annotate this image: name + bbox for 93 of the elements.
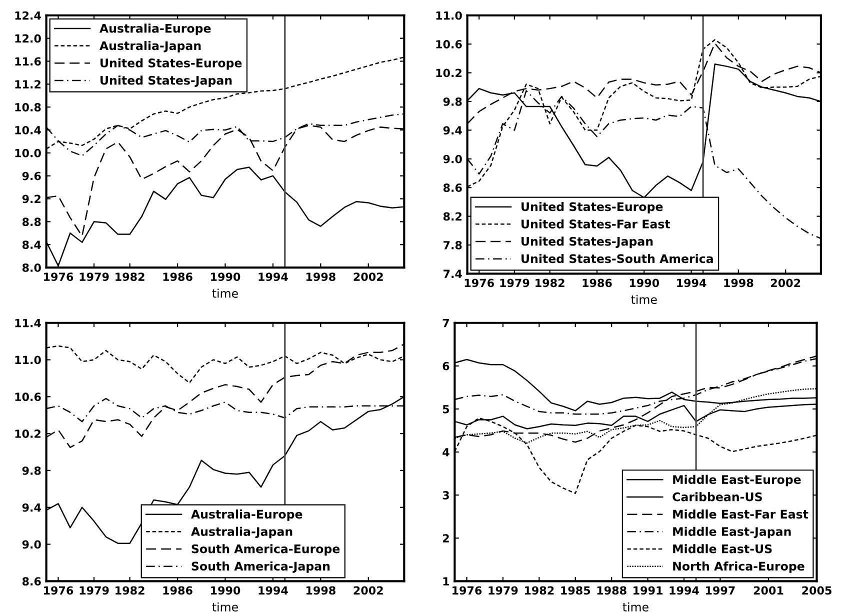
x-tick-label: 1979 xyxy=(80,272,109,281)
x-tick-label: 1976 xyxy=(44,272,74,281)
legend-label: United States-Europe xyxy=(100,58,242,70)
x-tick-label: 1990 xyxy=(211,586,240,595)
legend-label: United States-Far East xyxy=(522,219,670,228)
x-tick-label: 1986 xyxy=(163,586,192,595)
x-tick-label: 1982 xyxy=(524,586,554,595)
x-tick-label: 1986 xyxy=(582,278,612,288)
x-tick-label: 2002 xyxy=(771,278,800,288)
y-tick-label: 9.0 xyxy=(443,154,462,164)
y-tick-label: 5 xyxy=(442,405,450,414)
y-tick-label: 8.2 xyxy=(443,212,462,221)
x-tick-label: 1982 xyxy=(536,278,564,288)
x-axis-title: time xyxy=(631,294,657,304)
x-tick-label: 1976 xyxy=(452,586,482,595)
x-tick-label: 2002 xyxy=(354,272,383,281)
y-tick-label: 6 xyxy=(442,362,450,370)
y-tick-label: 10.8 xyxy=(15,103,41,112)
legend-label: Caribbean-US xyxy=(672,492,762,502)
legend-label: South America-Japan xyxy=(192,561,330,573)
y-tick-label: 10.6 xyxy=(15,392,41,402)
y-tick-label: 12.4 xyxy=(15,11,41,20)
x-tick-label: 1979 xyxy=(488,586,518,595)
legend-label: Middle East-Japan xyxy=(673,526,791,538)
legend-label: Middle East-Far East xyxy=(673,510,808,519)
y-tick-label: 1 xyxy=(443,577,450,586)
legend-label: Middle East-US xyxy=(673,544,772,554)
x-tick-label: 1998 xyxy=(306,586,336,595)
x-tick-label: 1998 xyxy=(724,278,754,288)
legend-label: Australia-Europe xyxy=(191,510,302,521)
x-tick-label: 1979 xyxy=(80,586,109,595)
legend-label: United States-Japan xyxy=(100,76,232,88)
x-tick-label: 2005 xyxy=(802,586,832,595)
legend-label: North Africa-Europe xyxy=(673,561,804,573)
y-tick-label: 12.0 xyxy=(15,34,41,43)
x-tick-label: 1997 xyxy=(706,586,735,595)
y-tick-label: 9.4 xyxy=(22,503,41,512)
x-tick-label: 1994 xyxy=(677,278,706,288)
x-tick-label: 1982 xyxy=(116,586,144,595)
y-tick-label: 10.0 xyxy=(15,148,41,158)
x-tick-label: 1976 xyxy=(464,278,494,288)
y-tick-label: 8.6 xyxy=(22,577,41,586)
x-tick-label: 1988 xyxy=(597,586,626,595)
y-tick-label: 10.4 xyxy=(15,126,41,134)
y-tick-label: 11.4 xyxy=(15,318,41,328)
legend-label: Australia-Japan xyxy=(191,526,292,538)
x-tick-label: 1979 xyxy=(500,278,530,288)
x-tick-label: 1982 xyxy=(116,272,144,281)
x-tick-label: 1990 xyxy=(211,272,240,281)
x-tick-label: 2002 xyxy=(354,586,383,595)
y-tick-label: 7.8 xyxy=(444,240,462,250)
legend-label: South America-Europe xyxy=(192,544,340,556)
y-tick-label: 11.0 xyxy=(15,356,41,364)
x-axis-title: time xyxy=(622,602,648,612)
x-tick-label: 1994 xyxy=(670,586,699,595)
y-tick-label: 7.4 xyxy=(444,270,462,278)
y-tick-label: 4 xyxy=(442,448,450,456)
y-tick-label: 8.6 xyxy=(443,184,462,192)
y-tick-label: 9.0 xyxy=(22,540,41,549)
y-tick-label: 10.6 xyxy=(436,40,462,48)
legend-label: United States-Japan xyxy=(522,236,653,248)
x-tick-label: 1991 xyxy=(634,586,662,595)
y-tick-label: 8.0 xyxy=(22,264,41,272)
y-tick-label: 10.2 xyxy=(436,68,462,78)
x-axis-title: time xyxy=(212,288,238,298)
y-tick-label: 11.2 xyxy=(15,80,40,88)
legend-label: United States-Europe xyxy=(522,202,663,214)
legend-label: Australia-Japan xyxy=(99,40,201,52)
y-tick-label: 7 xyxy=(442,318,449,328)
y-tick-label: 9.8 xyxy=(443,97,462,106)
x-tick-label: 1998 xyxy=(306,272,336,281)
x-tick-label: 1976 xyxy=(44,586,74,595)
x-tick-label: 1985 xyxy=(561,586,590,595)
legend-label: United States-South America xyxy=(522,254,713,264)
y-tick-label: 8.4 xyxy=(22,240,41,249)
x-tick-label: 1990 xyxy=(630,278,660,288)
y-tick-label: 9.8 xyxy=(22,466,41,475)
y-tick-label: 10.2 xyxy=(15,430,40,438)
y-tick-label: 8.8 xyxy=(22,218,41,226)
legend-label: Middle East-Europe xyxy=(673,474,801,486)
y-tick-label: 9.4 xyxy=(443,126,462,135)
x-tick-label: 2001 xyxy=(754,586,784,595)
legend-label: Australia-Europe xyxy=(99,24,211,36)
y-tick-label: 11.6 xyxy=(15,57,41,66)
x-tick-label: 1994 xyxy=(258,586,288,595)
y-tick-label: 3 xyxy=(442,491,449,500)
y-tick-label: 9.6 xyxy=(22,172,41,180)
y-tick-label: 2 xyxy=(442,534,449,542)
y-tick-label: 11.0 xyxy=(436,11,462,20)
x-tick-label: 1986 xyxy=(163,272,192,281)
x-tick-label: 1994 xyxy=(258,272,288,281)
x-axis-title: time xyxy=(212,602,238,612)
y-tick-label: 9.2 xyxy=(22,194,40,204)
